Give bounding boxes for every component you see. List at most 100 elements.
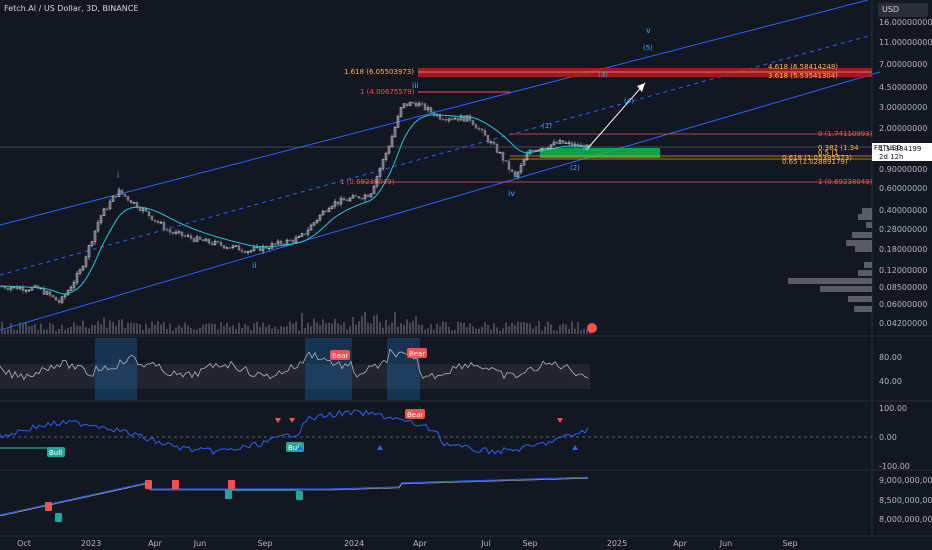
price-tick-label: 0.18000000 [879, 245, 927, 254]
time-axis-label: Sep [257, 539, 272, 548]
candle [270, 243, 274, 249]
wave-label: (2) [570, 164, 580, 172]
volume-bar [430, 324, 432, 334]
candle [501, 152, 505, 161]
candle [513, 171, 517, 178]
volume-bar [559, 325, 561, 334]
price-tick-label: 11.00000000 [879, 38, 932, 47]
candle [387, 146, 391, 154]
volume-bar [127, 322, 129, 334]
candle [396, 116, 400, 128]
buy-zone [540, 148, 660, 158]
volume-bar [283, 326, 285, 334]
candle [174, 231, 178, 234]
wave-label: i [117, 171, 119, 180]
channel-lower-line [0, 71, 881, 331]
fib-level-label: 1 (0.69238049) [818, 178, 873, 186]
candle [519, 165, 523, 173]
candle [216, 240, 220, 243]
volume-bar [358, 321, 360, 334]
price-tick-label: 3.00000000 [879, 103, 927, 112]
volume-bar [460, 322, 462, 334]
candle [75, 273, 79, 283]
signal-tag [296, 491, 303, 500]
bull-tag [47, 447, 65, 457]
volume-bar [259, 326, 261, 334]
candle [297, 236, 301, 239]
candle [300, 233, 304, 237]
price-tick-label: 0.28000000 [879, 225, 927, 234]
candle [246, 251, 250, 253]
candle [333, 201, 337, 207]
volume-bar [28, 326, 30, 334]
volume-bar [160, 324, 162, 334]
volume-bar [493, 323, 495, 334]
candle [531, 149, 535, 152]
price-tick-label: 0.40000000 [879, 206, 927, 215]
volume-bar [574, 328, 576, 334]
time-axis-label: Oct [17, 539, 31, 548]
volume-bar [334, 318, 336, 334]
volume-bar [379, 322, 381, 334]
volume-bar [313, 318, 315, 334]
time-axis-label: Jul [480, 539, 491, 548]
candle [498, 152, 502, 154]
candle [177, 231, 181, 233]
chart-title: Fetch.AI / US Dollar, 3D, BINANCE [4, 4, 139, 13]
volume-bar [205, 323, 207, 334]
candle [420, 103, 424, 105]
candle [582, 145, 586, 151]
candle [54, 296, 58, 301]
volume-bar [340, 324, 342, 334]
volume-bar [568, 329, 570, 334]
volume-bar [46, 329, 48, 334]
volume-bar [307, 322, 309, 334]
currency-button[interactable]: USD [878, 3, 928, 17]
candle [252, 247, 256, 251]
volume-bar [550, 324, 552, 334]
time-axis-label: 2023 [81, 539, 101, 548]
volume-bar [499, 330, 501, 334]
volume-bar [538, 321, 540, 334]
candle [402, 103, 406, 108]
candle [93, 230, 97, 243]
buy-marker [297, 445, 303, 450]
candle [549, 144, 553, 149]
osc-axis-label: 100.00 [879, 404, 907, 413]
volume-bar [370, 323, 372, 334]
volume-bar [241, 328, 243, 334]
candle [219, 242, 223, 246]
fib-level-label: 0.65 (1.02889179) [782, 158, 848, 166]
volume-bar [229, 326, 231, 334]
time-axis-label: Sep [782, 539, 797, 548]
candle [336, 201, 340, 205]
candle [81, 266, 85, 271]
volume-bar [469, 323, 471, 334]
volume-profile-bar [866, 222, 872, 228]
osc-line [0, 409, 589, 455]
candle [375, 176, 379, 187]
volume-bar [349, 326, 351, 334]
rsi-line [0, 348, 589, 381]
candle [18, 286, 22, 290]
volume-bar [502, 328, 504, 334]
candle [405, 103, 409, 107]
volume-bar [253, 323, 255, 334]
volume-bar [532, 328, 534, 334]
candle [180, 231, 184, 237]
volume-bar [577, 321, 579, 334]
volume-bar [115, 325, 117, 334]
candle [555, 141, 559, 144]
volume-bar [514, 325, 516, 334]
candle [507, 160, 511, 170]
price-tick-label: 0.04200000 [879, 319, 927, 328]
volume-bar [442, 321, 444, 334]
volume-bar [196, 329, 198, 334]
volume-bar [16, 329, 18, 334]
candle [510, 169, 514, 172]
volume-profile-bar [864, 262, 872, 268]
candle [165, 229, 169, 231]
candle [378, 168, 382, 177]
volume-bar [301, 312, 303, 334]
